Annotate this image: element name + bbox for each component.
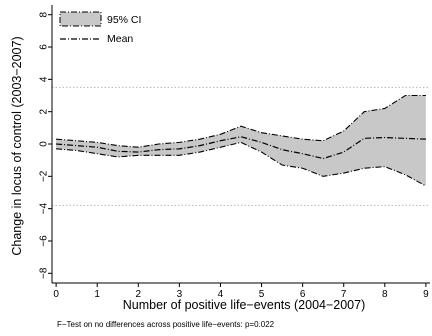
x-tick-label: 2 — [136, 289, 142, 300]
x-tick-label: 0 — [53, 289, 59, 300]
x-tick-label: 8 — [382, 289, 388, 300]
x-tick-label: 4 — [218, 289, 224, 300]
y-tick-label: 8 — [39, 11, 50, 17]
y-tick-label: −2 — [39, 170, 50, 182]
y-tick-label: 2 — [39, 108, 50, 114]
ci-band-area — [56, 95, 426, 187]
y-axis-ticks: −8 −6 −4 −2 0 2 4 6 8 — [39, 11, 52, 279]
y-tick-label: 4 — [39, 76, 50, 82]
y-tick-label: −4 — [39, 203, 50, 215]
y-tick-label: −6 — [39, 235, 50, 247]
x-axis-title: Number of positive life−events (2004−200… — [123, 298, 366, 312]
ci-upper-line — [56, 94, 426, 148]
x-tick-label: 5 — [259, 289, 265, 300]
x-tick-label: 6 — [300, 289, 306, 300]
legend-label-mean: Mean — [107, 33, 133, 45]
legend: 95% CI Mean — [59, 11, 141, 45]
x-axis-ticks: 0 1 2 3 4 5 6 7 8 9 — [53, 283, 429, 300]
x-tick-label: 9 — [423, 289, 429, 300]
y-tick-label: 0 — [39, 141, 50, 147]
reference-lines — [52, 86, 430, 206]
y-tick-label: 6 — [39, 44, 50, 50]
y-axis-title: Change in locus of control (2003−2007) — [10, 36, 24, 255]
legend-swatch-ci — [59, 11, 102, 27]
x-tick-label: 7 — [341, 289, 347, 300]
legend-label-ci: 95% CI — [107, 14, 141, 26]
footnote: F−Test on no differences across positive… — [57, 320, 275, 329]
x-tick-label: 1 — [94, 289, 100, 300]
ci-band-layer — [56, 94, 427, 187]
y-tick-label: −8 — [39, 267, 50, 279]
x-tick-label: 3 — [177, 289, 183, 300]
